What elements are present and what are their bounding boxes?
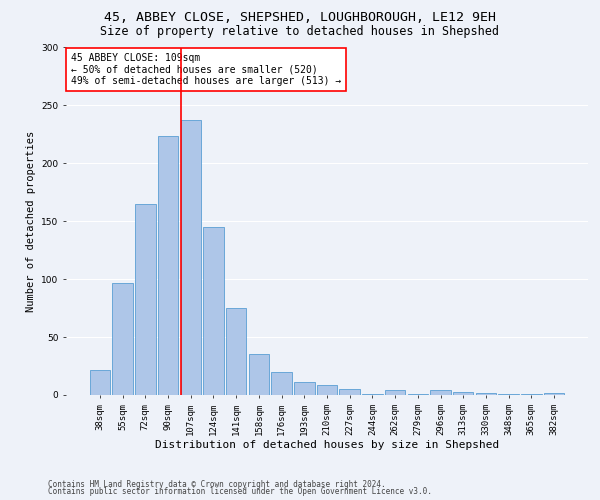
Text: 45, ABBEY CLOSE, SHEPSHED, LOUGHBOROUGH, LE12 9EH: 45, ABBEY CLOSE, SHEPSHED, LOUGHBOROUGH,… <box>104 11 496 24</box>
Bar <box>385 390 406 395</box>
Bar <box>181 120 201 395</box>
Text: Contains HM Land Registry data © Crown copyright and database right 2024.: Contains HM Land Registry data © Crown c… <box>48 480 386 489</box>
Bar <box>317 384 337 395</box>
Bar <box>135 204 155 395</box>
Y-axis label: Number of detached properties: Number of detached properties <box>26 130 35 312</box>
Bar <box>112 282 133 395</box>
Bar <box>521 394 542 395</box>
Text: 45 ABBEY CLOSE: 109sqm
← 50% of detached houses are smaller (520)
49% of semi-de: 45 ABBEY CLOSE: 109sqm ← 50% of detached… <box>71 52 341 86</box>
Bar <box>544 392 564 395</box>
X-axis label: Distribution of detached houses by size in Shepshed: Distribution of detached houses by size … <box>155 440 499 450</box>
Bar <box>430 390 451 395</box>
Bar <box>476 392 496 395</box>
Bar <box>340 389 360 395</box>
Bar <box>499 394 519 395</box>
Text: Contains public sector information licensed under the Open Government Licence v3: Contains public sector information licen… <box>48 488 432 496</box>
Bar <box>203 227 224 395</box>
Text: Size of property relative to detached houses in Shepshed: Size of property relative to detached ho… <box>101 24 499 38</box>
Bar <box>362 394 383 395</box>
Bar <box>271 372 292 395</box>
Bar <box>407 394 428 395</box>
Bar <box>248 354 269 395</box>
Bar <box>453 392 473 395</box>
Bar <box>294 382 314 395</box>
Bar <box>158 136 178 395</box>
Bar <box>226 308 247 395</box>
Bar <box>90 370 110 395</box>
